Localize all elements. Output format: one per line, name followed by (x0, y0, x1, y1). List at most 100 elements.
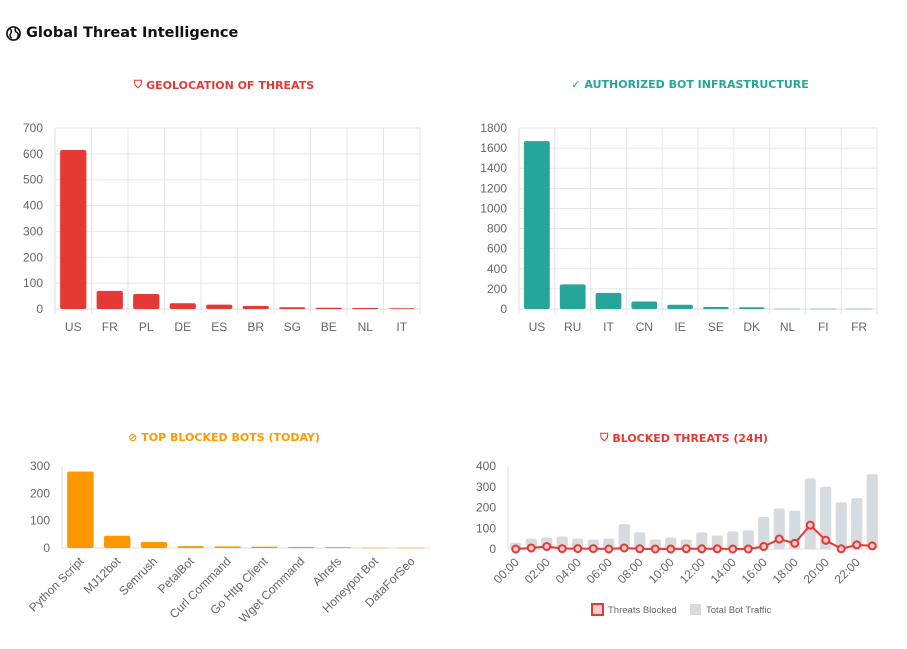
y-tick-label: 0 (489, 542, 496, 556)
x-tick-label: IT (396, 320, 407, 334)
bar (103, 535, 131, 548)
title-text: BLOCKED THREATS (24H) (612, 431, 768, 445)
y-tick-label: 1200 (480, 181, 507, 195)
line-point (635, 544, 645, 554)
bar (634, 532, 646, 549)
x-tick-label: 20:00 (801, 555, 832, 586)
x-tick-label: FI (818, 320, 829, 334)
x-tick-label: Wget Command (236, 554, 307, 625)
bar (242, 305, 269, 309)
bar (866, 474, 878, 549)
x-tick-label: NL (780, 320, 796, 334)
y-tick-label: 0 (500, 302, 507, 316)
y-tick-label: 400 (476, 459, 496, 473)
bar (287, 546, 315, 548)
y-tick-label: 400 (487, 262, 507, 276)
x-tick-label: NL (358, 320, 374, 334)
line-point (697, 544, 707, 554)
bar (738, 307, 765, 309)
x-tick-label: 10:00 (646, 555, 677, 586)
x-tick-label: CN (636, 320, 653, 334)
legend-swatch (690, 604, 701, 615)
line-point (604, 544, 614, 554)
y-tick-label: 1800 (480, 121, 507, 135)
bar (524, 141, 550, 309)
bar (388, 308, 415, 309)
x-tick-label: IE (674, 320, 685, 334)
y-tick-label: 300 (30, 459, 50, 473)
threats-line (515, 523, 873, 551)
x-tick-label: IT (603, 320, 614, 334)
y-tick-label: 100 (476, 521, 496, 535)
bar (851, 498, 863, 549)
y-tick-label: 200 (476, 501, 496, 515)
bar (846, 308, 872, 310)
x-tick-label: BE (321, 320, 337, 334)
bar (774, 308, 801, 310)
y-tick-label: 0 (36, 302, 43, 316)
bar (96, 290, 123, 309)
line-point (836, 544, 846, 554)
bar (206, 304, 233, 309)
shield-icon: ⛉ (133, 78, 143, 91)
line-point (743, 544, 753, 554)
bar (60, 149, 87, 309)
bar (315, 307, 342, 309)
x-tick-label: 22:00 (832, 555, 863, 586)
bar (133, 294, 160, 309)
y-tick-label: 300 (23, 224, 43, 238)
x-tick-label: 06:00 (584, 555, 615, 586)
line-point (790, 538, 800, 548)
x-tick-label: 04:00 (553, 555, 584, 586)
line-point (774, 534, 784, 544)
x-tick-label: RU (564, 320, 581, 334)
x-tick-label: 00:00 (491, 555, 522, 586)
shield-icon: ⛉ (600, 431, 609, 444)
bar (361, 547, 389, 549)
bar (742, 530, 754, 549)
title-text: GEOLOCATION OF THREATS (146, 78, 315, 92)
y-tick-label: 200 (30, 486, 50, 500)
bar (177, 546, 205, 548)
chart-title-bots: ⊘ TOP BLOCKED BOTS (TODAY) (128, 431, 320, 444)
bar (169, 303, 196, 309)
line-point (526, 543, 536, 553)
y-tick-label: 500 (23, 173, 43, 187)
chart-title-auth: ✓ AUTHORIZED BOT INFRASTRUCTURE (571, 78, 809, 91)
bar (398, 547, 425, 549)
bar (214, 546, 241, 548)
bar (758, 516, 770, 549)
page-title: Global Threat Intelligence (6, 25, 238, 41)
y-tick-label: 1000 (480, 201, 507, 215)
page-title-text: Global Threat Intelligence (26, 25, 239, 41)
chart-title-24h: ⛉ BLOCKED THREATS (24H) (600, 431, 768, 445)
legend-label: Total Bot Traffic (706, 605, 772, 616)
legend-label: Threats Blocked (608, 605, 677, 616)
line-point (542, 542, 552, 552)
bar (618, 524, 630, 549)
x-tick-label: 02:00 (522, 555, 553, 586)
x-tick-label: 08:00 (615, 555, 646, 586)
y-tick-label: 600 (487, 242, 507, 256)
bar (279, 307, 306, 309)
bar (667, 304, 693, 309)
line-point (728, 544, 738, 554)
line-point (759, 542, 769, 552)
line-point (805, 520, 815, 530)
bar (820, 486, 832, 549)
bar (559, 284, 586, 309)
y-tick-label: 100 (30, 514, 50, 528)
x-tick-label: BR (247, 320, 264, 334)
line-point (619, 543, 629, 553)
line-point (852, 540, 862, 550)
line-point (573, 544, 583, 554)
globe-icon (6, 25, 21, 41)
bar (804, 478, 816, 549)
x-tick-label: ES (211, 320, 227, 334)
bar (703, 306, 729, 309)
bar (696, 532, 708, 549)
line-point (588, 544, 598, 554)
x-tick-label: SE (708, 320, 724, 334)
x-tick-label: Python Script (26, 554, 87, 615)
